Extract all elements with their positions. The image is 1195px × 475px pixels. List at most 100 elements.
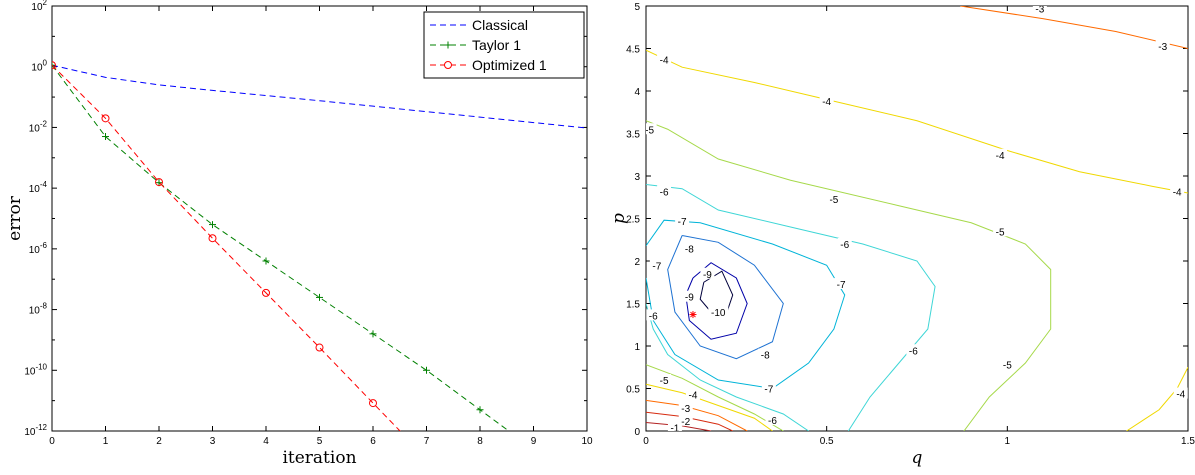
data-point-circle bbox=[155, 178, 163, 187]
x-tick-label: 8 bbox=[477, 436, 483, 447]
data-point-plus bbox=[209, 221, 216, 229]
legend-item: Optimized 1 bbox=[430, 57, 547, 73]
contour-label: -7 bbox=[652, 261, 661, 272]
contour-label-bg bbox=[700, 267, 715, 279]
y-tick-label: 10-4 bbox=[29, 180, 48, 195]
data-point-plus bbox=[316, 293, 323, 301]
x-tick-label: 0 bbox=[643, 436, 649, 447]
contour-label-bg bbox=[758, 348, 773, 360]
data-point-circle bbox=[208, 234, 217, 243]
contour-label: -4 bbox=[1173, 187, 1182, 198]
series-line-taylor-1 bbox=[52, 64, 510, 431]
data-point-circle bbox=[423, 455, 430, 462]
x-tick-label: 1 bbox=[103, 436, 109, 447]
x-tick-label: 0 bbox=[49, 436, 55, 447]
contour-label-bg bbox=[682, 290, 697, 302]
contour-label-bg bbox=[826, 192, 841, 204]
contour-label-bg bbox=[1032, 6, 1047, 14]
contour-label: -9 bbox=[703, 270, 712, 281]
data-point-plus bbox=[155, 179, 163, 187]
contour-label-bg bbox=[657, 53, 672, 65]
contour-label-bg bbox=[906, 344, 921, 356]
contour-label-bg bbox=[837, 238, 852, 249]
contour-label-bg bbox=[819, 95, 834, 107]
contour-chart: 0 0.5 1 1.500.511.522.533.544.55-1-2-3-3-3-… bbox=[609, 2, 1195, 468]
data-point-circle bbox=[315, 343, 324, 352]
y-tick-label: 10-10 bbox=[24, 362, 47, 377]
y-tick-label: 2 bbox=[634, 257, 640, 268]
x-tick-label: 0.5 bbox=[820, 436, 834, 447]
contour-label: -3 bbox=[1158, 42, 1167, 53]
x-tick-label: 3 bbox=[210, 436, 216, 447]
series-group bbox=[52, 61, 587, 462]
contour-label: -2 bbox=[681, 417, 690, 428]
contour-label-bg bbox=[646, 309, 661, 321]
x-axis-label: iteration bbox=[282, 448, 356, 468]
x-tick-label: 10 bbox=[581, 436, 593, 447]
contour-label: -10 bbox=[711, 308, 726, 319]
contour-label-bg bbox=[834, 277, 849, 289]
y-tick-label: 10-2 bbox=[29, 119, 48, 134]
y-axis-label: p bbox=[609, 213, 629, 224]
y-tick-label: 5 bbox=[634, 2, 640, 13]
contour-label: -5 bbox=[996, 227, 1005, 238]
y-tick-label: 10-8 bbox=[29, 302, 48, 317]
legend-item: Taylor 1 bbox=[430, 37, 521, 53]
contour-label-bg bbox=[682, 242, 697, 254]
contour-line-level-6 bbox=[646, 303, 809, 431]
contour-label: -6 bbox=[840, 240, 849, 251]
contour-label-bg bbox=[657, 185, 672, 197]
y-tick-label: 3 bbox=[634, 172, 640, 183]
contour-label: -5 bbox=[829, 195, 838, 206]
contour-label-bg bbox=[675, 215, 690, 227]
contour-label: -3 bbox=[681, 404, 690, 415]
contour-label: -6 bbox=[649, 311, 658, 322]
y-tick-label: 100 bbox=[31, 59, 47, 74]
x-tick-label: 4 bbox=[263, 436, 269, 447]
y-tick-label: 4 bbox=[634, 87, 640, 98]
contour-label: -4 bbox=[1176, 390, 1185, 401]
legend-label: Optimized 1 bbox=[472, 57, 547, 73]
contour-line-level-4 bbox=[646, 49, 1188, 194]
data-point-plus bbox=[102, 133, 109, 141]
contour-label-bg bbox=[1173, 387, 1188, 399]
contour-label: -4 bbox=[660, 56, 669, 67]
contour-label: -8 bbox=[761, 351, 770, 362]
contour-label: -3 bbox=[1035, 5, 1044, 16]
y-tick-label: 10-12 bbox=[24, 423, 47, 438]
x-tick-label: 2 bbox=[156, 436, 162, 447]
y-tick-label: 1 bbox=[634, 342, 640, 353]
y-tick-label: 10-6 bbox=[29, 241, 48, 256]
contour-label: -8 bbox=[685, 244, 694, 255]
contour-label: -6 bbox=[660, 187, 669, 198]
data-point-plus bbox=[423, 366, 430, 374]
legend-marker-circle bbox=[444, 61, 452, 69]
contour-label-bg bbox=[1155, 39, 1170, 51]
contour-label-bg bbox=[646, 123, 657, 135]
contour-label-bg bbox=[765, 413, 780, 425]
contour-line-level-3 bbox=[646, 399, 748, 431]
data-point-plus bbox=[52, 61, 56, 69]
y-tick-label: 3.5 bbox=[626, 130, 640, 141]
contour-line-level-6 bbox=[646, 184, 936, 431]
contour-label: -5 bbox=[645, 125, 654, 136]
contour-label: -9 bbox=[685, 293, 694, 304]
contour-line-level-4 bbox=[646, 383, 773, 431]
x-tick-label: 6 bbox=[370, 436, 376, 447]
contour-label-bg bbox=[1170, 185, 1185, 197]
contour-lines: -1-2 -3 -3 -3 -4 -4 -4 -4 -4 -4 -5 -5 -5 -5 -5 -6 -6 -6 -6… bbox=[645, 5, 1188, 431]
data-point-circle bbox=[369, 399, 377, 408]
y-tick-label: 102 bbox=[31, 0, 47, 13]
contour-label: -4 bbox=[822, 97, 831, 108]
contour-label-bg bbox=[708, 306, 729, 317]
data-point-circle bbox=[52, 61, 56, 70]
contour-line-level-9 bbox=[685, 262, 748, 340]
data-point-circle bbox=[262, 288, 270, 297]
y-tick-label: 1.5 bbox=[626, 300, 640, 311]
contour-label: -4 bbox=[689, 390, 698, 401]
x-tick-label: 1 bbox=[1005, 436, 1011, 447]
series-line-classical bbox=[52, 64, 587, 129]
contour-line-level-1 bbox=[646, 422, 712, 431]
